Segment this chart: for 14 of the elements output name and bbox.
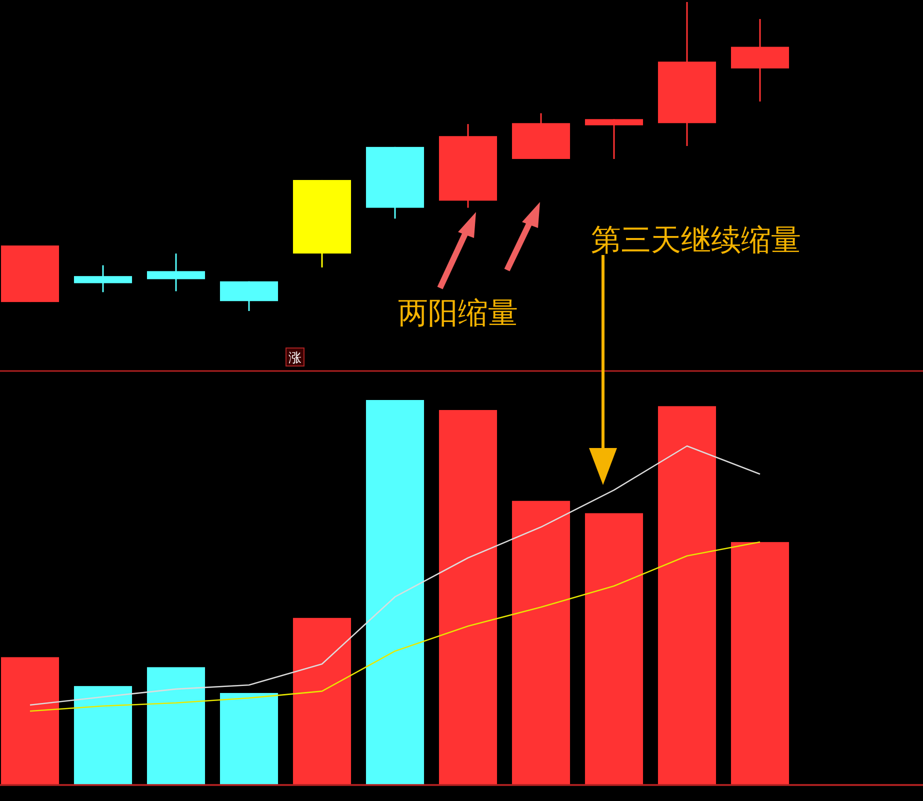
bar <box>0 657 60 785</box>
bar <box>730 542 790 785</box>
text: 涨 <box>288 351 302 366</box>
bar <box>74 686 132 785</box>
bar <box>658 406 716 785</box>
bar <box>584 513 644 785</box>
bar <box>146 667 206 785</box>
bar <box>292 618 352 785</box>
annotation: 第三天继续缩量 <box>591 223 801 258</box>
bar <box>366 400 424 785</box>
bar <box>438 410 498 785</box>
bar <box>220 692 278 785</box>
bar <box>512 500 570 785</box>
annotation: 两阳缩量 <box>398 296 518 331</box>
